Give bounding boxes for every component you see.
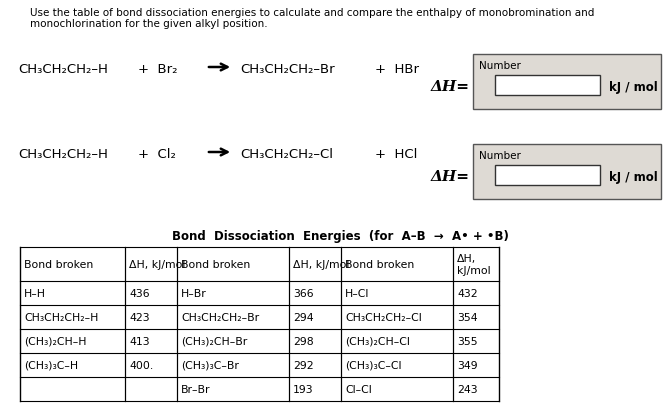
Text: kJ / mol: kJ / mol [609, 170, 658, 183]
Text: kJ / mol: kJ / mol [609, 80, 658, 93]
Text: Bond broken: Bond broken [345, 259, 414, 269]
Text: CH₃CH₂CH₂–H: CH₃CH₂CH₂–H [24, 312, 98, 322]
Text: (CH₃)₂CH–Cl: (CH₃)₂CH–Cl [345, 336, 410, 346]
Text: monochlorination for the given alkyl position.: monochlorination for the given alkyl pos… [30, 19, 267, 29]
Text: (CH₃)₂CH–Br: (CH₃)₂CH–Br [181, 336, 247, 346]
Bar [20, 377, 499, 401]
Bar [473, 55, 661, 110]
Bar [495, 166, 600, 185]
Text: CH₃CH₂CH₂–H: CH₃CH₂CH₂–H [18, 147, 108, 161]
Text: +  Cl₂: + Cl₂ [138, 147, 176, 161]
Text: (CH₃)₂CH–H: (CH₃)₂CH–H [24, 336, 86, 346]
Text: 366: 366 [293, 288, 314, 298]
Text: 349: 349 [457, 360, 478, 370]
Text: CH₃CH₂CH₂–Br: CH₃CH₂CH₂–Br [181, 312, 259, 322]
Text: H–Br: H–Br [181, 288, 207, 298]
Text: ΔH=: ΔH= [431, 170, 470, 183]
Text: 354: 354 [457, 312, 478, 322]
Bar [495, 76, 600, 96]
Bar [20, 247, 499, 281]
Text: 193: 193 [293, 384, 314, 394]
Text: Bond broken: Bond broken [24, 259, 93, 269]
Text: CH₃CH₂CH₂–Cl: CH₃CH₂CH₂–Cl [240, 147, 333, 161]
Text: Bond  Dissociation  Energies  (for  A–B  →  A• + •B): Bond Dissociation Energies (for A–B → A•… [172, 230, 509, 242]
Text: H–Cl: H–Cl [345, 288, 369, 298]
Text: CH₃CH₂CH₂–Br: CH₃CH₂CH₂–Br [240, 63, 334, 76]
Text: ΔH, kJ/mol: ΔH, kJ/mol [293, 259, 349, 269]
Bar [20, 281, 499, 305]
Text: CH₃CH₂CH₂–Cl: CH₃CH₂CH₂–Cl [345, 312, 421, 322]
Text: H–H: H–H [24, 288, 46, 298]
Text: (CH₃)₃C–H: (CH₃)₃C–H [24, 360, 78, 370]
Text: (CH₃)₃C–Cl: (CH₃)₃C–Cl [345, 360, 401, 370]
Text: ΔH=: ΔH= [431, 80, 470, 94]
Text: +  HCl: + HCl [375, 147, 417, 161]
Text: Number: Number [479, 151, 521, 161]
Text: ΔH,
kJ/mol: ΔH, kJ/mol [457, 254, 490, 275]
Text: 298: 298 [293, 336, 314, 346]
Text: 292: 292 [293, 360, 314, 370]
Bar [473, 145, 661, 199]
Text: 294: 294 [293, 312, 314, 322]
Text: +  HBr: + HBr [375, 63, 419, 76]
Text: +  Br₂: + Br₂ [138, 63, 178, 76]
Text: Cl–Cl: Cl–Cl [345, 384, 372, 394]
Text: Number: Number [479, 61, 521, 71]
Bar [20, 353, 499, 377]
Text: Br–Br: Br–Br [181, 384, 210, 394]
Text: Bond broken: Bond broken [181, 259, 251, 269]
Text: 400.: 400. [129, 360, 153, 370]
Text: (CH₃)₃C–Br: (CH₃)₃C–Br [181, 360, 239, 370]
Text: CH₃CH₂CH₂–H: CH₃CH₂CH₂–H [18, 63, 108, 76]
Text: ΔH, kJ/mol: ΔH, kJ/mol [129, 259, 186, 269]
Bar [20, 329, 499, 353]
Text: 413: 413 [129, 336, 149, 346]
Text: 436: 436 [129, 288, 149, 298]
Text: 243: 243 [457, 384, 478, 394]
Text: 423: 423 [129, 312, 149, 322]
Text: Use the table of bond dissociation energies to calculate and compare the enthalp: Use the table of bond dissociation energ… [30, 8, 594, 18]
Text: 355: 355 [457, 336, 478, 346]
Text: 432: 432 [457, 288, 478, 298]
Bar [20, 305, 499, 329]
